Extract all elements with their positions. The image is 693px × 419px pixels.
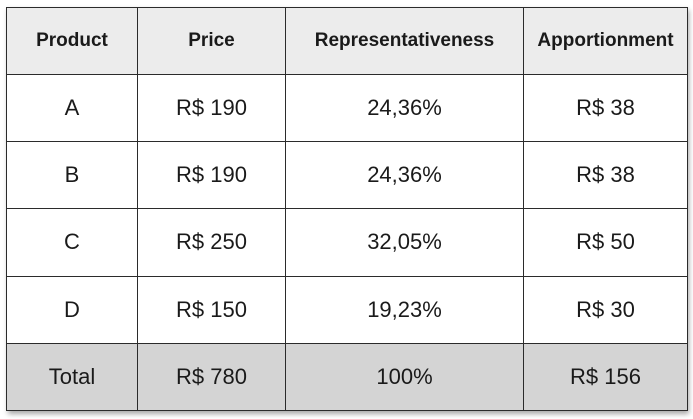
header-row: Product Price Representativeness Apporti… — [6, 7, 688, 75]
total-representativeness: 100% — [285, 342, 524, 412]
cell-price: R$ 150 — [137, 275, 286, 344]
cell-price: R$ 250 — [137, 208, 286, 277]
cell-product: D — [6, 275, 138, 344]
cell-representativeness: 19,23% — [285, 275, 524, 344]
cell-product: B — [6, 141, 138, 210]
cell-apportionment: R$ 50 — [523, 208, 688, 277]
table-row: D R$ 150 19,23% R$ 30 — [6, 275, 688, 344]
apportionment-table-frame: Product Price Representativeness Apporti… — [6, 7, 688, 412]
total-label: Total — [6, 342, 138, 412]
cell-apportionment: R$ 38 — [523, 73, 688, 143]
cell-price: R$ 190 — [137, 73, 286, 143]
header-representativeness: Representativeness — [285, 7, 524, 75]
total-row: Total R$ 780 100% R$ 156 — [6, 342, 688, 412]
cell-representativeness: 32,05% — [285, 208, 524, 277]
cell-product: C — [6, 208, 138, 277]
apportionment-table: Product Price Representativeness Apporti… — [6, 7, 688, 412]
table-row: A R$ 190 24,36% R$ 38 — [6, 73, 688, 143]
cell-apportionment: R$ 30 — [523, 275, 688, 344]
cell-apportionment: R$ 38 — [523, 141, 688, 210]
table-row: C R$ 250 32,05% R$ 50 — [6, 208, 688, 277]
table-row: B R$ 190 24,36% R$ 38 — [6, 141, 688, 210]
total-apportionment: R$ 156 — [523, 342, 688, 412]
cell-product: A — [6, 73, 138, 143]
header-price: Price — [137, 7, 286, 75]
header-product: Product — [6, 7, 138, 75]
total-price: R$ 780 — [137, 342, 286, 412]
header-apportionment: Apportionment — [523, 7, 688, 75]
cell-representativeness: 24,36% — [285, 73, 524, 143]
cell-representativeness: 24,36% — [285, 141, 524, 210]
cell-price: R$ 190 — [137, 141, 286, 210]
